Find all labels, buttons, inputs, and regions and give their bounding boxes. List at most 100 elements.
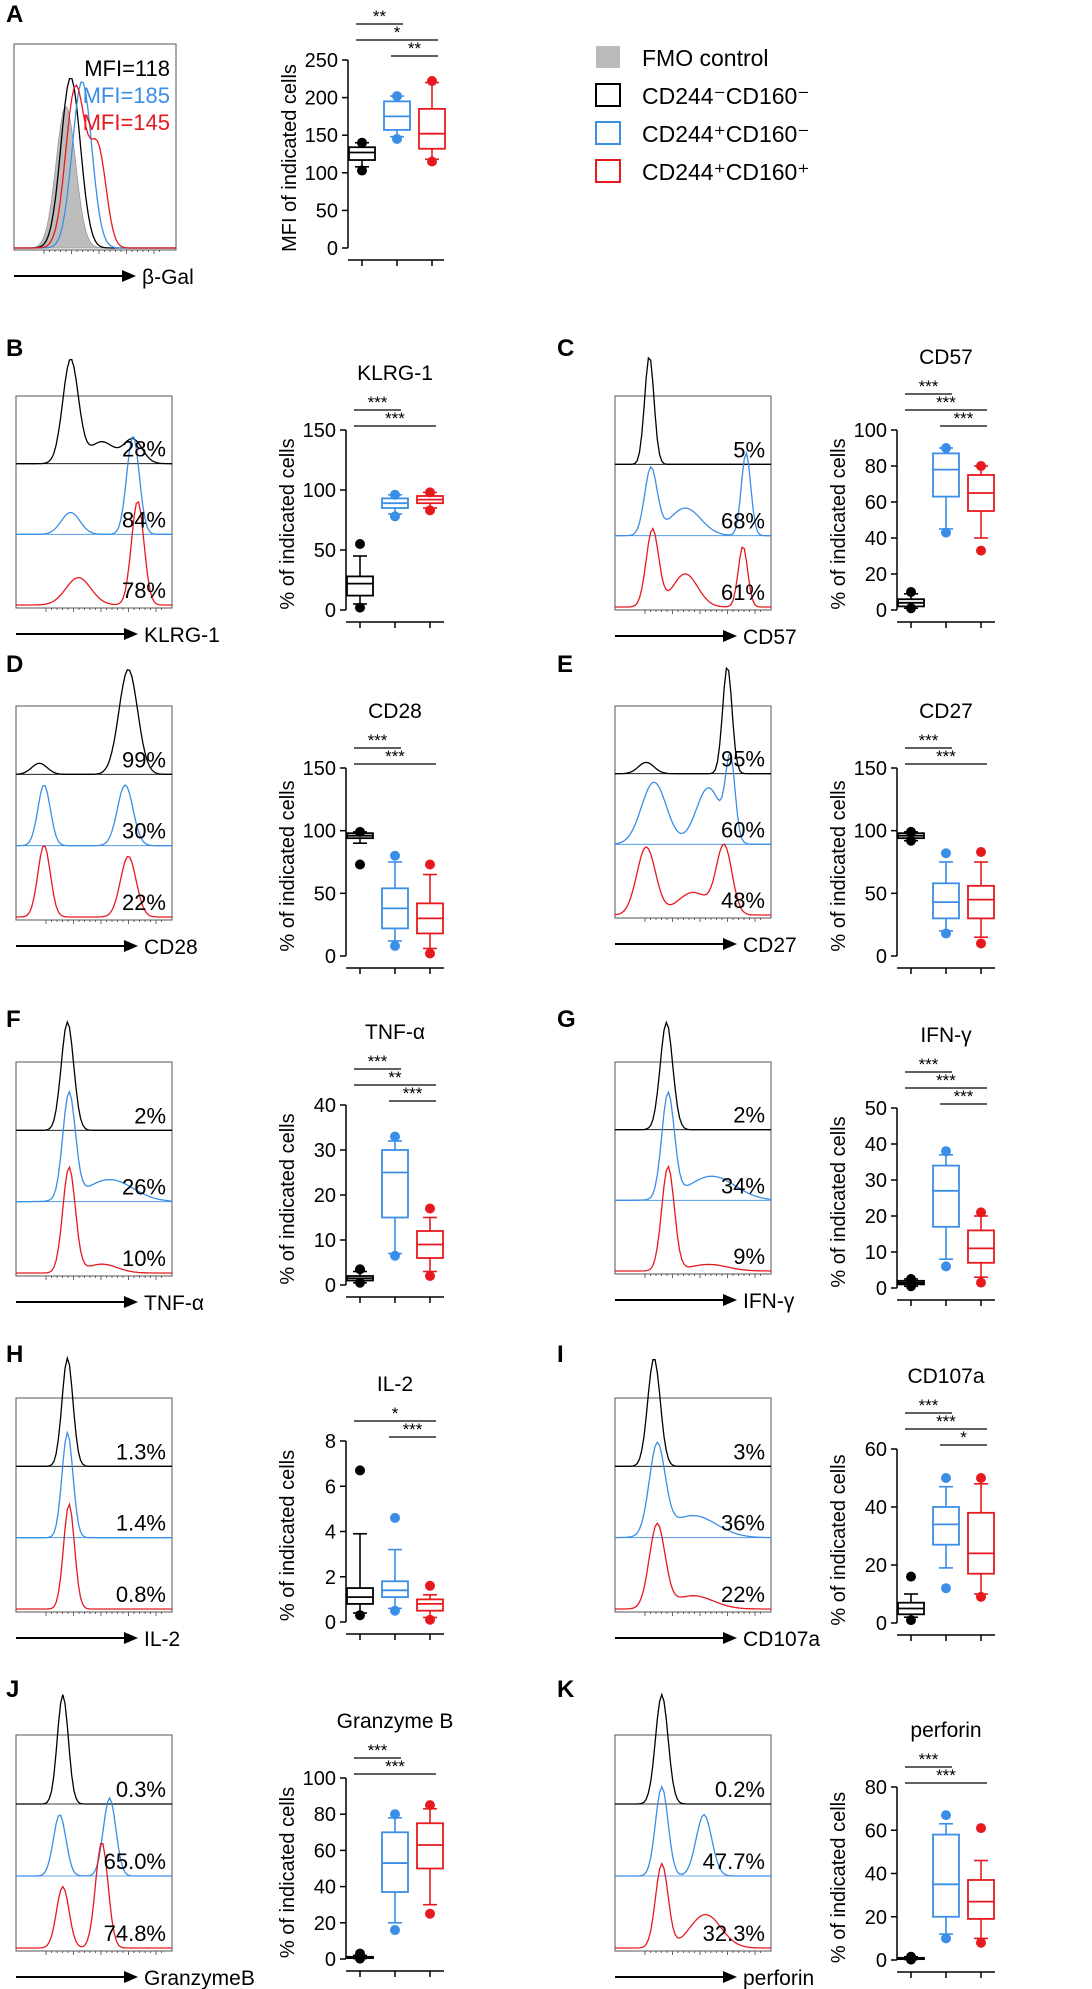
outlier-point [355, 1465, 365, 1476]
histogram-percentage: 26% [122, 1175, 166, 1200]
y-tick-label: 50 [316, 200, 338, 222]
panel-letter: E [557, 651, 573, 678]
y-tick-label: 100 [305, 163, 338, 185]
y-tick-label: 100 [854, 821, 887, 843]
outlier-point [906, 826, 916, 837]
y-axis-title: % of indicated cells [277, 1450, 299, 1621]
y-tick-label: 0 [325, 1949, 336, 1971]
significance-label: *** [936, 393, 956, 412]
outlier-point [390, 1131, 400, 1142]
outlier-point [425, 1908, 435, 1919]
y-tick-label: 4 [325, 1522, 336, 1544]
outlier-point [355, 602, 365, 613]
histogram-xlabel: IL-2 [144, 1628, 180, 1651]
histogram-panel: 0.3% 65.0% 74.8% GranzymeB [15, 1694, 255, 1989]
significance-label: *** [954, 1087, 974, 1106]
y-tick-label: 0 [876, 1278, 887, 1300]
box-series-2 [416, 859, 444, 959]
box-series-0 [346, 1465, 374, 1621]
y-tick-label: 100 [303, 1768, 336, 1790]
outlier-point [941, 848, 951, 859]
y-tick-label: 50 [865, 1098, 887, 1120]
histogram-panel: 0.2% 47.7% 32.3% perforin [614, 1692, 814, 1989]
panel-letter: A [6, 1, 23, 28]
significance-label: *** [936, 1766, 956, 1785]
box-iqr [932, 1164, 960, 1228]
histogram-curve [16, 1502, 172, 1610]
histogram-percentage: 22% [721, 1582, 765, 1607]
histogram-curve [615, 1784, 771, 1877]
histogram-panel: 2% 26% 10% TNF-α [15, 1020, 204, 1315]
significance-label: *** [385, 747, 405, 766]
box-series-1 [932, 1810, 960, 1944]
outlier-point [355, 1948, 365, 1959]
chart-title: CD27 [919, 700, 973, 723]
box-series-0 [346, 1264, 374, 1288]
y-tick-label: 10 [865, 1242, 887, 1264]
y-tick-label: 8 [325, 1431, 336, 1453]
outlier-point [390, 1605, 400, 1616]
outlier-point [941, 1261, 951, 1272]
histogram-percentage: 68% [721, 509, 765, 534]
histogram-percentage: 60% [721, 817, 765, 842]
histogram-frame [13, 43, 177, 251]
y-tick-label: 40 [865, 1497, 887, 1519]
significance-label: *** [919, 1750, 939, 1769]
histogram-percentage: 28% [122, 437, 166, 462]
chart-title: CD28 [368, 700, 422, 723]
histogram-percentage: 36% [721, 1511, 765, 1536]
histogram-curve [615, 1164, 771, 1272]
legend-label: CD244⁺CD160⁻ [642, 121, 809, 147]
y-tick-label: 10 [314, 1230, 336, 1252]
outlier-point [355, 1277, 365, 1288]
significance-label: *** [936, 1071, 956, 1090]
significance-label: *** [385, 1757, 405, 1776]
y-tick-label: 0 [876, 1613, 887, 1635]
histogram-frame [614, 1734, 772, 1952]
outlier-point [357, 137, 367, 148]
box-series-2 [967, 1823, 995, 1948]
panel-letter: D [6, 651, 23, 678]
outlier-point [425, 1800, 435, 1811]
histogram-percentage: 5% [733, 437, 765, 462]
box-series-1 [381, 1131, 409, 1261]
histogram-curve [615, 1861, 771, 1949]
outlier-point [941, 443, 951, 453]
histogram-curve [614, 843, 771, 916]
box-iqr [381, 1149, 409, 1219]
box-series-2 [416, 1203, 444, 1281]
y-tick-label: 50 [314, 540, 336, 562]
outlier-point [976, 1277, 986, 1288]
arrow-head-icon [122, 270, 136, 282]
arrow-head-icon [723, 630, 737, 642]
histogram-curve [615, 1522, 771, 1610]
y-tick-label: 150 [854, 758, 887, 780]
histogram-xlabel: perforin [743, 1967, 814, 1989]
boxplot-chart: 0 20 40 60 80 % of indicated cells perforin ***… [828, 1719, 995, 1978]
box-series-2 [967, 846, 995, 949]
outlier-point [425, 1580, 435, 1591]
outlier-point [941, 527, 951, 538]
histogram-frame [15, 705, 173, 921]
outlier-point [976, 1207, 986, 1218]
histogram-percentage: 22% [122, 890, 166, 915]
histogram-curve [615, 1359, 771, 1467]
box-series-0 [897, 587, 925, 614]
histogram-percentage: 2% [733, 1103, 765, 1128]
significance-label: *** [368, 731, 388, 750]
y-tick-label: 0 [876, 946, 887, 968]
box-series-1 [381, 1809, 409, 1936]
outlier-point [390, 1250, 400, 1261]
histogram-curve [16, 1796, 172, 1877]
y-tick-label: 50 [314, 883, 336, 905]
histogram-frame [15, 1734, 173, 1952]
legend-label: CD244⁻CD160⁻ [642, 83, 809, 109]
histogram-xlabel: CD107a [743, 1628, 820, 1651]
histogram-percentage: 74.8% [104, 1921, 166, 1946]
box-iqr [932, 882, 960, 920]
y-tick-label: 0 [325, 946, 336, 968]
outlier-point [906, 1615, 916, 1626]
histogram-percentage: 32.3% [703, 1921, 765, 1946]
histogram-curve [16, 1843, 172, 1949]
